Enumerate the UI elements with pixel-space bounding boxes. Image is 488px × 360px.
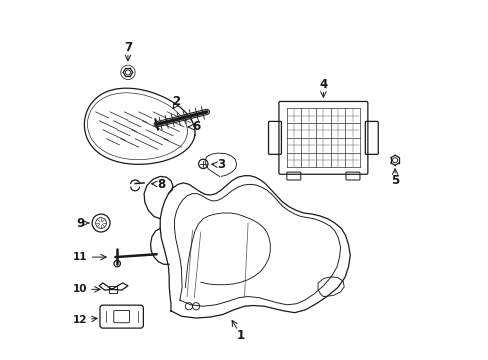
Text: 12: 12: [73, 315, 87, 325]
Text: 3: 3: [217, 158, 225, 171]
Text: 10: 10: [73, 284, 87, 294]
Text: 1: 1: [236, 329, 244, 342]
Text: 4: 4: [319, 78, 327, 91]
Text: 6: 6: [192, 121, 200, 134]
Text: 9: 9: [76, 216, 84, 230]
Text: 8: 8: [157, 178, 165, 191]
Text: 7: 7: [123, 41, 132, 54]
Text: 2: 2: [172, 95, 180, 108]
Text: 5: 5: [390, 174, 398, 186]
Text: 11: 11: [73, 252, 87, 262]
